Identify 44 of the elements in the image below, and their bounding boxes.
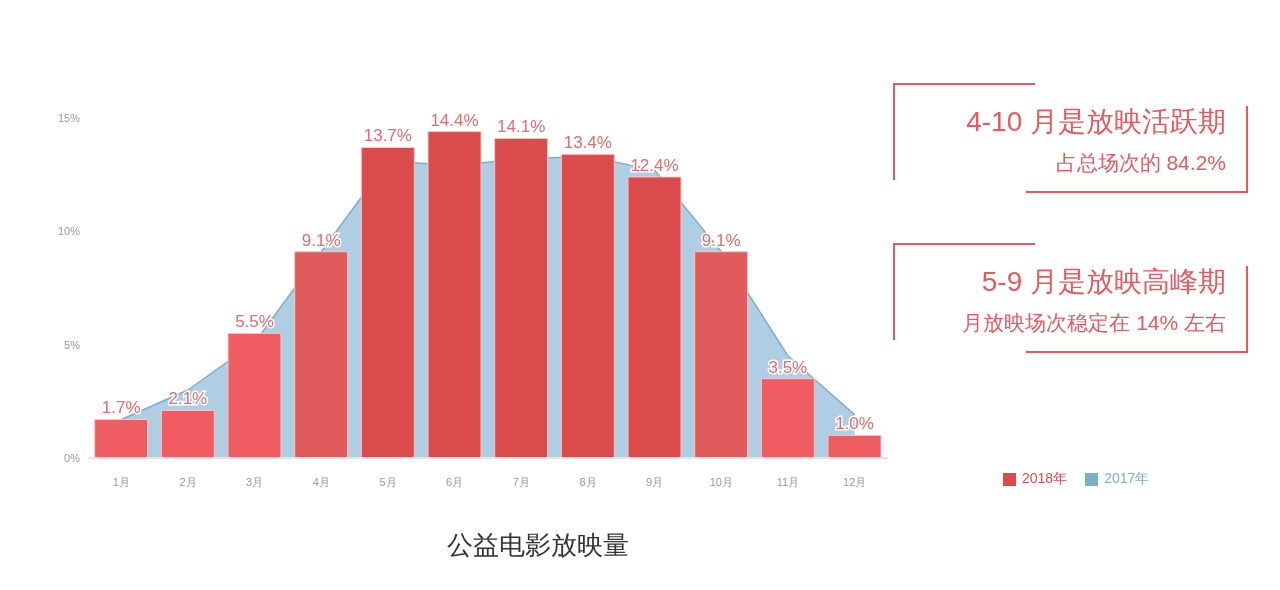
text: 占总场次的 84.2% <box>1055 150 1226 176</box>
bar <box>160 409 215 458</box>
text: 4-10 月是放映活跃期 <box>966 105 1226 139</box>
x-tick-label: 7月 <box>512 475 530 488</box>
data-label: 13.7% <box>363 126 412 146</box>
x-tick-label: 8月 <box>579 475 597 488</box>
text: 公益电影放映量 <box>446 529 630 562</box>
x-tick-label: 5月 <box>379 475 397 488</box>
data-label: 2.1% <box>168 389 208 409</box>
bar <box>494 137 549 458</box>
x-tick-label: 3月 <box>246 475 264 488</box>
bar <box>627 176 682 458</box>
x-tick-label: 9月 <box>646 475 664 488</box>
x-tick-label: 6月 <box>446 475 464 488</box>
x-tick-label: 10月 <box>709 475 733 488</box>
bar <box>694 251 749 458</box>
data-label: 12.4% <box>630 155 679 175</box>
data-label: 14.1% <box>497 117 546 137</box>
y-tick-label: 10% <box>57 225 81 238</box>
y-tick-label: 5% <box>64 338 81 351</box>
bar <box>827 434 882 458</box>
data-label: 14.4% <box>430 110 479 130</box>
bar <box>427 131 482 458</box>
y-tick-label: 0% <box>64 451 81 464</box>
bar <box>560 153 615 458</box>
bar <box>294 251 349 458</box>
bar <box>360 146 415 458</box>
data-label: 1.7% <box>101 398 141 418</box>
y-tick-label: 15% <box>57 111 81 124</box>
x-tick-label: 4月 <box>312 475 330 488</box>
bar <box>227 332 282 458</box>
x-tick-label: 11月 <box>776 475 800 488</box>
text: 5-9 月是放映高峰期 <box>981 265 1226 299</box>
data-label: 13.4% <box>563 133 612 153</box>
bar <box>94 418 149 458</box>
x-tick-label: 2月 <box>179 475 197 488</box>
text: 月放映场次稳定在 14% 左右 <box>962 310 1226 336</box>
bar <box>760 378 815 458</box>
data-label: 3.5% <box>768 357 808 377</box>
legend-label: 2017年 <box>1104 470 1150 488</box>
data-label: 1.0% <box>835 414 874 434</box>
x-tick-label: 1月 <box>112 475 130 488</box>
x-tick-label: 12月 <box>843 475 867 488</box>
legend-label: 2018年 <box>1022 470 1068 488</box>
